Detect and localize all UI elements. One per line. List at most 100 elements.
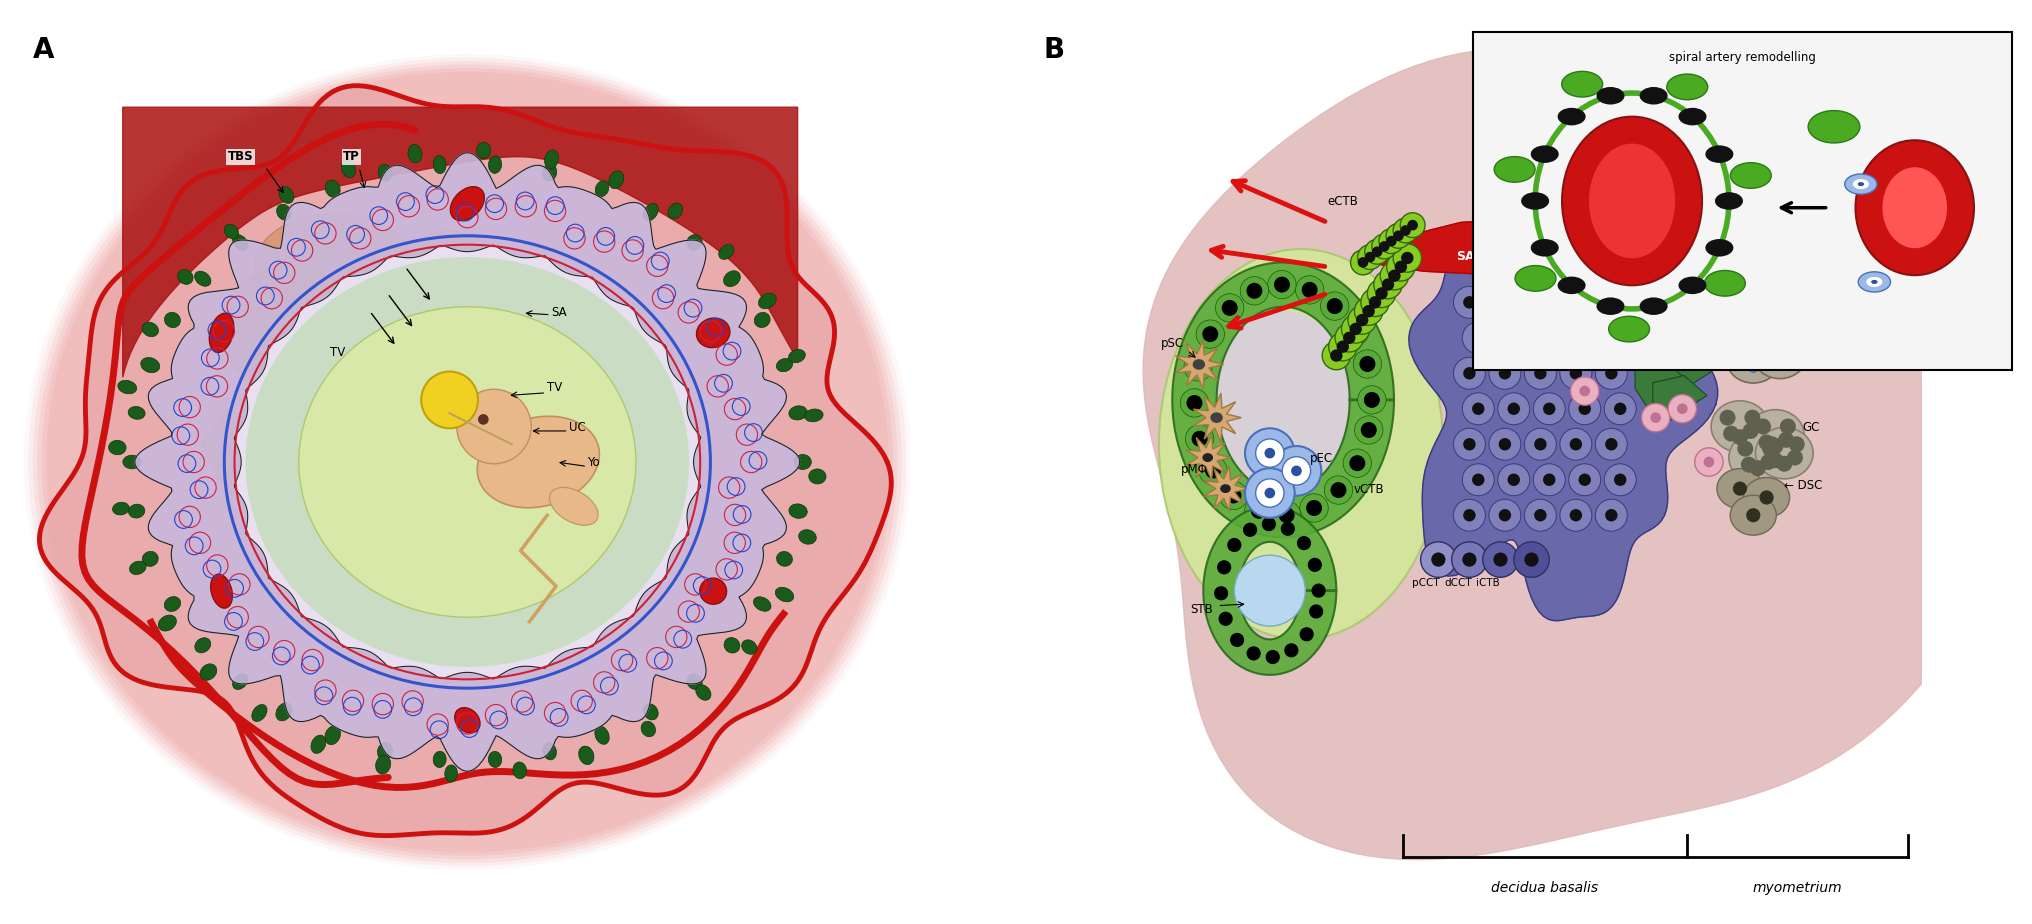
Ellipse shape <box>805 409 823 421</box>
Ellipse shape <box>246 257 689 667</box>
Circle shape <box>1739 331 1750 341</box>
Ellipse shape <box>754 597 770 612</box>
Circle shape <box>1290 466 1303 476</box>
Circle shape <box>1382 278 1394 291</box>
Polygon shape <box>1658 322 1711 370</box>
Ellipse shape <box>195 271 211 286</box>
Circle shape <box>1561 429 1591 460</box>
Circle shape <box>1737 441 1754 456</box>
Circle shape <box>1603 322 1636 354</box>
Circle shape <box>1559 276 1585 294</box>
Circle shape <box>1329 333 1357 361</box>
Circle shape <box>1522 192 1548 210</box>
Circle shape <box>1853 179 1869 189</box>
Circle shape <box>1534 296 1546 309</box>
Circle shape <box>1355 297 1384 325</box>
Circle shape <box>1695 448 1723 476</box>
Polygon shape <box>1766 161 1804 231</box>
Circle shape <box>1530 239 1559 257</box>
Circle shape <box>1595 429 1628 460</box>
Circle shape <box>1764 343 1774 354</box>
Circle shape <box>1341 318 1370 346</box>
Circle shape <box>1227 538 1242 553</box>
Circle shape <box>1272 501 1300 529</box>
Circle shape <box>1569 464 1601 495</box>
Circle shape <box>1191 431 1207 446</box>
Circle shape <box>1605 509 1617 521</box>
Circle shape <box>1764 436 1780 452</box>
Ellipse shape <box>1729 432 1786 483</box>
Ellipse shape <box>1729 495 1776 535</box>
Circle shape <box>1603 393 1636 425</box>
Ellipse shape <box>130 561 146 575</box>
Circle shape <box>1678 108 1707 126</box>
Text: iCTB: iCTB <box>1475 578 1500 589</box>
Ellipse shape <box>252 704 266 722</box>
Circle shape <box>1372 247 1382 257</box>
Ellipse shape <box>545 150 559 169</box>
Ellipse shape <box>719 245 734 260</box>
Text: dCCT: dCCT <box>1445 578 1473 589</box>
Circle shape <box>1613 332 1626 344</box>
Text: decidua basalis: decidua basalis <box>1491 881 1599 895</box>
Ellipse shape <box>219 267 362 391</box>
Circle shape <box>1786 343 1796 354</box>
Polygon shape <box>1408 172 1717 621</box>
Polygon shape <box>1615 286 1668 329</box>
Polygon shape <box>1203 466 1248 511</box>
Ellipse shape <box>128 407 144 419</box>
Circle shape <box>1185 424 1213 453</box>
Circle shape <box>1296 536 1311 550</box>
Circle shape <box>1394 244 1422 273</box>
Circle shape <box>1774 337 1786 347</box>
Polygon shape <box>1187 435 1231 480</box>
Circle shape <box>1808 111 1859 143</box>
Circle shape <box>1256 439 1284 468</box>
Ellipse shape <box>451 187 484 221</box>
Text: vCTB: vCTB <box>1353 483 1384 496</box>
Ellipse shape <box>142 322 158 336</box>
Circle shape <box>1741 456 1758 473</box>
Ellipse shape <box>1756 428 1813 479</box>
Text: SA: SA <box>551 306 567 319</box>
Circle shape <box>1453 429 1485 460</box>
Text: TV: TV <box>547 381 563 394</box>
Circle shape <box>1534 322 1565 354</box>
Circle shape <box>1420 541 1457 578</box>
Circle shape <box>1266 650 1280 664</box>
Ellipse shape <box>199 663 217 680</box>
Circle shape <box>1225 488 1242 504</box>
Circle shape <box>1569 393 1601 425</box>
Circle shape <box>1349 456 1366 471</box>
Text: TV: TV <box>329 346 345 359</box>
Circle shape <box>1788 436 1804 452</box>
Circle shape <box>1508 332 1520 344</box>
Circle shape <box>1571 323 1599 352</box>
Circle shape <box>1760 454 1776 470</box>
Circle shape <box>1784 355 1794 365</box>
Circle shape <box>1355 314 1368 326</box>
Circle shape <box>1516 265 1557 291</box>
Circle shape <box>1705 239 1733 257</box>
Circle shape <box>1776 325 1786 336</box>
Circle shape <box>1327 298 1343 314</box>
Circle shape <box>1388 270 1400 282</box>
Circle shape <box>1366 239 1390 264</box>
Circle shape <box>1743 409 1760 426</box>
Circle shape <box>1343 332 1355 344</box>
Circle shape <box>1181 389 1209 417</box>
Ellipse shape <box>445 765 457 782</box>
Circle shape <box>1705 145 1733 163</box>
Circle shape <box>1453 499 1485 531</box>
Circle shape <box>1762 441 1778 456</box>
Circle shape <box>1368 279 1396 308</box>
Circle shape <box>1363 392 1380 407</box>
Ellipse shape <box>433 751 447 768</box>
Circle shape <box>1500 438 1512 451</box>
Circle shape <box>1256 479 1284 507</box>
Ellipse shape <box>799 529 817 544</box>
Circle shape <box>1264 448 1276 458</box>
Text: TP: TP <box>343 151 360 164</box>
Ellipse shape <box>1563 116 1703 286</box>
Circle shape <box>1676 404 1689 414</box>
